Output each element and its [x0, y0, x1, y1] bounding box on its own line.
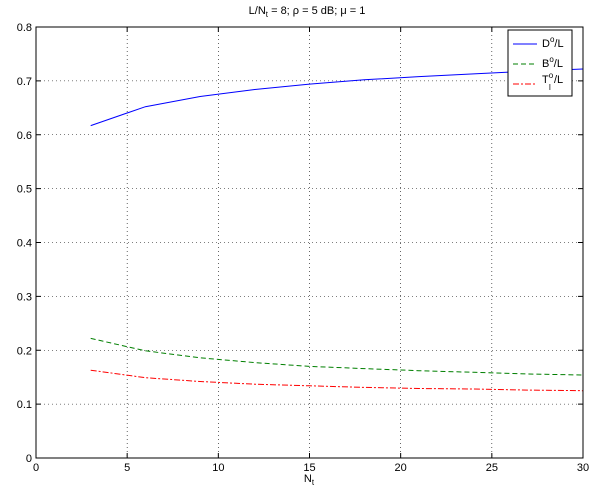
x-axis-label: Nt [304, 473, 315, 487]
y-tick-label: 0.2 [17, 345, 32, 357]
x-tick-label: 10 [212, 462, 224, 474]
y-tick-label: 0.5 [17, 184, 32, 196]
series-line-d [90, 68, 584, 127]
y-tick-label: 0.7 [17, 76, 32, 88]
legend-label-t: To l/L [542, 71, 563, 92]
x-tick-label: 20 [395, 462, 407, 474]
y-tick-label: 0.3 [17, 291, 32, 303]
legend-label-b: Bo/L [542, 55, 563, 70]
axis-ticks: 0 5 10 15 20 25 30 0 0.1 0.2 0.3 0.4 0.5 0.6 0.7 0.8 [17, 22, 589, 474]
y-tick-label: 0 [26, 453, 32, 465]
legend: Do/L Bo/L To l/L [507, 29, 573, 97]
series-line-b [90, 337, 584, 376]
y-tick-label: 0.6 [17, 130, 32, 142]
series-group [90, 68, 584, 392]
x-tick-label: 25 [486, 462, 498, 474]
x-tick-label: 30 [577, 462, 589, 474]
series-line-t [90, 369, 584, 392]
x-tick-label: 0 [33, 462, 39, 474]
y-tick-label: 0.8 [17, 22, 32, 34]
x-tick-label: 5 [124, 462, 130, 474]
legend-label-d: Do/L [542, 35, 564, 50]
x-tick-label: 15 [303, 462, 315, 474]
y-tick-label: 0.4 [17, 238, 32, 250]
chart-title: L/Nt = 8; ρ = 5 dB; μ = 1 [249, 5, 366, 19]
y-tick-label: 0.1 [17, 399, 32, 411]
legend-box [507, 29, 573, 97]
